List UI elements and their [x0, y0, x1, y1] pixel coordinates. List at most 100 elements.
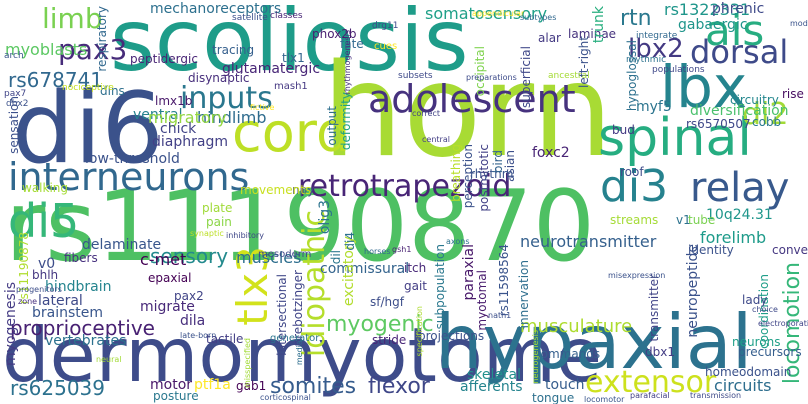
word-corticospinal: corticospinal [260, 393, 311, 402]
word-circuitry: circuitry [730, 93, 779, 107]
word-perception: perception [461, 144, 475, 209]
word-asian: asian [503, 150, 517, 182]
word-tongue: tongue [532, 391, 575, 404]
word-stride: stride [372, 333, 407, 347]
word-di4: di4 [343, 232, 357, 251]
word-pax7: pax7 [4, 89, 27, 99]
word-mesoderm: mesoderm [258, 249, 312, 260]
word-innervation: innervation [517, 260, 531, 329]
word-cues: cues [374, 41, 398, 52]
word-gsh1: gsh1 [392, 245, 412, 254]
word-satellite: satellite [232, 13, 268, 23]
word-commands: commands [534, 347, 601, 361]
word-ptf1a: ptf1a [194, 377, 231, 393]
word-rise: rise [782, 87, 804, 101]
word-occipital: occipital [473, 46, 487, 97]
word-di5: di5 [8, 194, 80, 248]
word-dila: dila [180, 313, 206, 329]
word-inhibitory: inhibitory [226, 231, 264, 240]
word-epaxial: epaxial [148, 271, 192, 285]
word-movements: movements [240, 183, 312, 197]
word-paraxial: paraxial [461, 244, 477, 301]
word-electroporation: electroporation [758, 319, 808, 328]
word-respiratory: respiratory [95, 6, 109, 72]
word-ventral: ventral [133, 107, 183, 123]
word-migrate: migrate [140, 299, 195, 315]
word-foxc2: foxc2 [532, 145, 570, 161]
word-phrenic: phrenic [712, 1, 765, 17]
word-correct: correct [412, 109, 441, 118]
word-motor: motor [150, 377, 193, 393]
word-pain: pain [206, 215, 232, 229]
word-dermomyotome: dermomyotome [2, 311, 603, 399]
word-neurotransmitter: neurotransmitter [520, 232, 657, 251]
word-disynaptic: disynaptic [188, 71, 250, 85]
word-drg11: drg11 [372, 21, 399, 31]
word-bud: bud [612, 123, 635, 137]
word-fibers: fibers [64, 251, 98, 265]
word-populations: populations [652, 65, 705, 75]
word-dbx2: dbx2 [6, 99, 29, 109]
word-rhythm: rhythm [470, 167, 514, 181]
word-v1: v1 [676, 213, 691, 227]
word-nociceptive: nociceptive [62, 83, 114, 93]
word-classes: classes [270, 11, 303, 21]
word-diaphragm: diaphragm [152, 134, 228, 150]
word-arch: arch [4, 51, 24, 61]
word-di6: di6 [12, 72, 164, 186]
word-di2: di2 [742, 97, 789, 132]
word-rhythmogenesis: rhythmogenesis [343, 30, 352, 95]
word-spinal: spinal [598, 108, 752, 168]
word-gait: gait [404, 279, 428, 293]
word-subsets: subsets [398, 71, 433, 81]
word-medial: medial [295, 338, 304, 366]
word-rs1322331: rs1322331 [664, 0, 751, 19]
word-sensory: sensory [150, 244, 229, 268]
word-precursors: precursors [738, 345, 802, 359]
word-low-threshold: low-threshold [85, 151, 180, 167]
word-flexor: flexor [368, 374, 430, 399]
word-touch: touch [545, 377, 585, 393]
word-circuits: circuits [714, 376, 772, 395]
word-hypaxial: hypaxial [435, 298, 753, 386]
word-mod: mod [790, 19, 808, 28]
word-commissural: commissural [320, 261, 410, 277]
word-neural: neural [96, 355, 122, 364]
word-homeodomain: homeodomain [705, 365, 792, 379]
word-ancestral: ancestral [548, 71, 590, 81]
word-subpopulation: subpopulation [433, 244, 447, 330]
word-tracing: tracing [212, 43, 255, 57]
word-posture: posture [153, 389, 199, 403]
word-walking: walking [22, 181, 69, 195]
word-somites: somites [270, 374, 357, 399]
word-rs678741: rs678741 [8, 68, 103, 92]
word-bhlh: bhlh [32, 268, 59, 282]
word-myotomal: myotomal [475, 270, 489, 331]
word-postmitotic: postmitotic [477, 144, 491, 212]
word-diversification: diversification [690, 103, 789, 119]
word-glutamatergic: glutamatergic [222, 61, 321, 77]
word-myoblasts: myoblasts [5, 40, 88, 59]
word-di3: di3 [600, 161, 669, 212]
word-mash1: mash1 [274, 81, 308, 92]
word-dbx1: dbx1 [645, 345, 675, 359]
word-locomotor: locomotor [584, 395, 625, 404]
word-transmission: transmission [690, 391, 742, 400]
word-afferents: afferents [460, 379, 523, 395]
word-npy: npy [292, 183, 315, 197]
word-integrate: integrate [636, 31, 678, 41]
word-migratory: migratory [148, 108, 227, 127]
word-olig3: olig3 [317, 200, 333, 235]
word-extensor: extensor [585, 365, 717, 400]
word-lmx1b: lmx1b [155, 94, 193, 108]
word-lbx2: lbx2 [628, 34, 684, 64]
word-mechanoreceptors: mechanoreceptors [150, 1, 282, 17]
word-rs625039: rs625039 [10, 376, 105, 400]
word-interneurons: interneurons [8, 155, 250, 199]
word-cord: cord [232, 101, 351, 164]
word-preparations: preparations [466, 73, 517, 82]
word-neurogenesis: neurogenesis [531, 330, 540, 384]
word-forelimb: forelimb [700, 228, 767, 247]
word-hypoglossal: hypoglossal [625, 40, 639, 112]
